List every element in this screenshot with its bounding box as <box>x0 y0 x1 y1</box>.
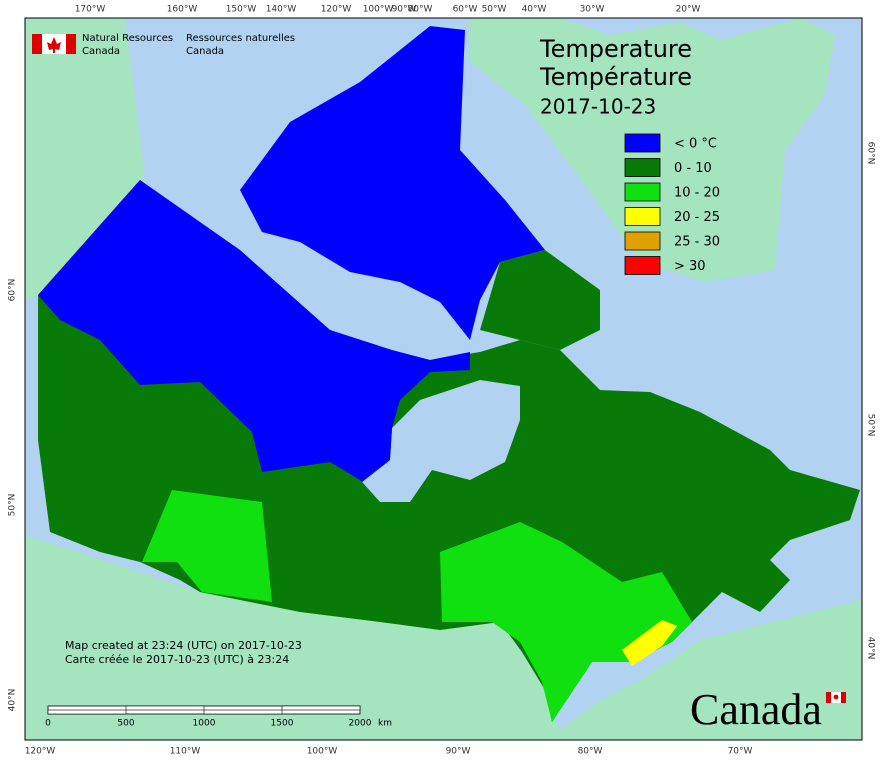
wordmark-flag <box>826 692 846 703</box>
title-en: Temperature <box>539 35 692 63</box>
lat-label: 50°N <box>8 494 18 517</box>
legend-label: > 30 <box>674 259 706 274</box>
lat-label: 60°N <box>866 142 876 165</box>
lon-label: 120°W <box>321 5 352 15</box>
wordmark: Canada <box>690 685 822 734</box>
lat-label: 40°N <box>866 637 876 660</box>
lon-label: 60°W <box>453 5 478 15</box>
frame <box>24 17 863 741</box>
credit-line: Carte créée le 2017-10-23 (UTC) à 23:24 <box>65 653 289 666</box>
nrcan-flag <box>32 34 76 54</box>
scale-unit: km <box>378 719 392 729</box>
lat-label: 40°N <box>8 689 18 712</box>
title-fr: Température <box>539 63 692 91</box>
scale-seg <box>47 709 127 715</box>
cold-mainland <box>38 180 470 502</box>
alaska <box>25 18 145 300</box>
scale-seg <box>125 705 205 711</box>
lon-label: 20°W <box>676 5 701 15</box>
lon-label: 40°W <box>522 5 547 15</box>
legend-label: 0 - 10 <box>674 161 712 176</box>
lat-label: 50°N <box>866 414 876 437</box>
agency-fr: Canada <box>186 46 224 57</box>
lon-label: 120°W <box>25 747 56 757</box>
scale-label: 500 <box>117 719 134 729</box>
legend-swatch <box>624 182 661 202</box>
baffin <box>480 250 600 350</box>
title-date: 2017-10-23 <box>540 95 656 119</box>
lon-label: 170°W <box>75 5 106 15</box>
lon-label: 160°W <box>167 5 198 15</box>
hot-south <box>622 620 677 666</box>
flag-bar <box>66 34 76 54</box>
lon-label: 110°W <box>170 747 201 757</box>
scale-label: 2000 <box>349 719 372 729</box>
scale-label: 1000 <box>193 719 216 729</box>
agency-fr: Ressources naturelles <box>186 33 295 44</box>
scale-seg <box>203 709 283 715</box>
lon-label: 80°W <box>578 747 603 757</box>
legend-label: 25 - 30 <box>674 235 720 250</box>
flag-bar <box>826 692 831 703</box>
lon-label: 80°W <box>408 5 433 15</box>
legend-swatch <box>624 158 661 177</box>
lat-label: 60°N <box>8 279 18 302</box>
lon-label: 100°W <box>363 5 394 15</box>
lon-label: 140°W <box>266 5 297 15</box>
maple-leaf <box>833 694 839 700</box>
usa <box>25 535 862 740</box>
lon-label: 30°W <box>580 5 605 15</box>
lon-label: 150°W <box>226 5 257 15</box>
legend-swatch <box>624 207 661 226</box>
credit-line: Map created at 23:24 (UTC) on 2017-10-23 <box>65 639 302 652</box>
maple-leaf <box>47 37 61 53</box>
agency-en: Canada <box>82 46 120 57</box>
legend-swatch <box>624 231 661 251</box>
warm-east <box>440 522 692 722</box>
flag-bar <box>841 692 846 703</box>
legend-label: < 0 °C <box>674 137 717 152</box>
lon-label: 90°W <box>446 747 471 757</box>
legend-label: 20 - 25 <box>674 210 720 225</box>
land <box>25 18 862 740</box>
flag-bar <box>32 34 42 54</box>
lon-label: 50°W <box>482 5 507 15</box>
warm-west <box>142 490 272 602</box>
scale-label: 0 <box>45 719 51 729</box>
scale-seg <box>281 705 361 711</box>
cold-arctic <box>240 26 545 340</box>
legend-swatch <box>624 256 661 275</box>
legend-swatch <box>624 133 661 153</box>
legend-label: 10 - 20 <box>674 186 720 201</box>
lon-label: 70°W <box>728 747 753 757</box>
scale-label: 1500 <box>271 719 294 729</box>
hudson-bay <box>362 380 520 502</box>
agency-en: Natural Resources <box>82 33 173 44</box>
lon-label: 90°W <box>392 5 417 15</box>
lon-label: 100°W <box>307 747 338 757</box>
